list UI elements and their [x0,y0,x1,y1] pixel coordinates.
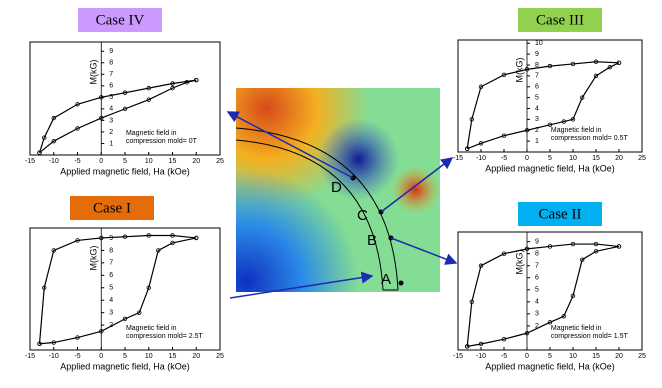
x-tick-label: 25 [638,155,646,162]
x-tick-label: 25 [216,158,224,165]
y-tick-label: 1 [109,140,113,147]
y-tick-label: 4 [535,299,539,306]
chart-title: Case I [93,200,131,216]
x-tick-label: -10 [476,155,486,162]
x-tick-label: -10 [49,353,59,360]
y-tick-label: 2 [109,129,113,136]
x-tick-label: -5 [74,353,80,360]
y-tick-label: 9 [535,238,539,245]
x-tick-label: -15 [453,353,463,360]
x-tick-label: 15 [169,158,177,165]
annotation: Magnetic field in [126,130,177,137]
x-tick-label: 5 [548,155,552,162]
x-axis-label: Applied magnetic field, Ha (kOe) [485,361,615,371]
annotation: Magnetic field in [551,325,602,332]
x-tick-label: 25 [638,353,646,360]
y-tick-label: 9 [109,48,113,55]
y-tick-label: 7 [109,260,113,267]
y-axis-label: M(kG) [514,250,524,275]
x-tick-label: 10 [569,353,577,360]
y-tick-label: 6 [535,275,539,282]
x-tick-label: -15 [453,155,463,162]
x-tick-label: 20 [192,353,200,360]
y-tick-label: 8 [109,247,113,254]
annotation: compression mold= 0T [126,138,198,145]
chart-title: Case II [539,206,582,222]
y-tick-label: 9 [109,235,113,242]
x-tick-label: 0 [99,353,103,360]
y-tick-label: 8 [109,60,113,67]
x-tick-label: -10 [49,158,59,165]
x-tick-label: 10 [145,158,153,165]
x-tick-label: -5 [74,158,80,165]
y-tick-label: 6 [109,83,113,90]
x-tick-label: 15 [169,353,177,360]
x-tick-label: -10 [476,353,486,360]
x-axis-label: Applied magnetic field, Ha (kOe) [60,166,190,176]
x-tick-label: 10 [145,353,153,360]
x-tick-label: -15 [25,353,35,360]
chart-title: Case III [536,12,584,28]
chart-title: Case IV [96,12,145,28]
point-label: B [367,232,377,249]
y-tick-label: 7 [109,71,113,78]
y-tick-label: 7 [535,73,539,80]
y-tick-label: 7 [535,263,539,270]
y-tick-label: 6 [535,84,539,91]
y-tick-label: 5 [535,287,539,294]
annotation: compression mold= 0.5T [551,135,629,142]
y-tick-label: 4 [109,297,113,304]
y-tick-label: 3 [535,311,539,318]
x-tick-label: 0 [525,155,529,162]
x-tick-label: 15 [592,353,600,360]
annotation: Magnetic field in [126,325,177,332]
y-axis-label: M(kG) [89,60,99,85]
y-tick-label: 4 [535,105,539,112]
x-tick-label: 0 [525,353,529,360]
x-tick-label: 25 [216,353,224,360]
x-tick-label: 15 [592,155,600,162]
annotation: compression mold= 2.5T [126,333,204,340]
point-label: C [357,207,368,224]
y-tick-label: 9 [535,51,539,58]
x-tick-label: 20 [615,353,623,360]
y-tick-label: 1 [535,138,539,145]
y-tick-label: 3 [109,309,113,316]
x-tick-label: 5 [123,353,127,360]
x-tick-label: -15 [25,158,35,165]
x-tick-label: 20 [192,158,200,165]
y-tick-label: 10 [535,40,543,47]
y-tick-label: 5 [535,94,539,101]
x-tick-label: 5 [548,353,552,360]
y-tick-label: 5 [109,285,113,292]
y-tick-label: 3 [535,116,539,123]
point-label: D [331,179,342,196]
x-tick-label: 10 [569,155,577,162]
x-axis-label: Applied magnetic field, Ha (kOe) [60,361,190,371]
y-tick-label: 8 [535,251,539,258]
y-tick-label: 6 [109,272,113,279]
annotation: compression mold= 1.5T [551,333,629,340]
x-axis-label: Applied magnetic field, Ha (kOe) [485,163,615,173]
point-label: A [381,271,391,288]
annotation: Magnetic field in [551,127,602,134]
y-tick-label: 3 [109,117,113,124]
x-tick-label: 20 [615,155,623,162]
x-tick-label: -5 [501,155,507,162]
y-axis-label: M(kG) [89,246,99,271]
x-tick-label: 0 [99,158,103,165]
x-tick-label: 5 [123,158,127,165]
figure: A B C D Case IV-15-10-505101520251234567… [0,0,662,388]
y-tick-label: 4 [109,106,113,113]
x-tick-label: -5 [501,353,507,360]
